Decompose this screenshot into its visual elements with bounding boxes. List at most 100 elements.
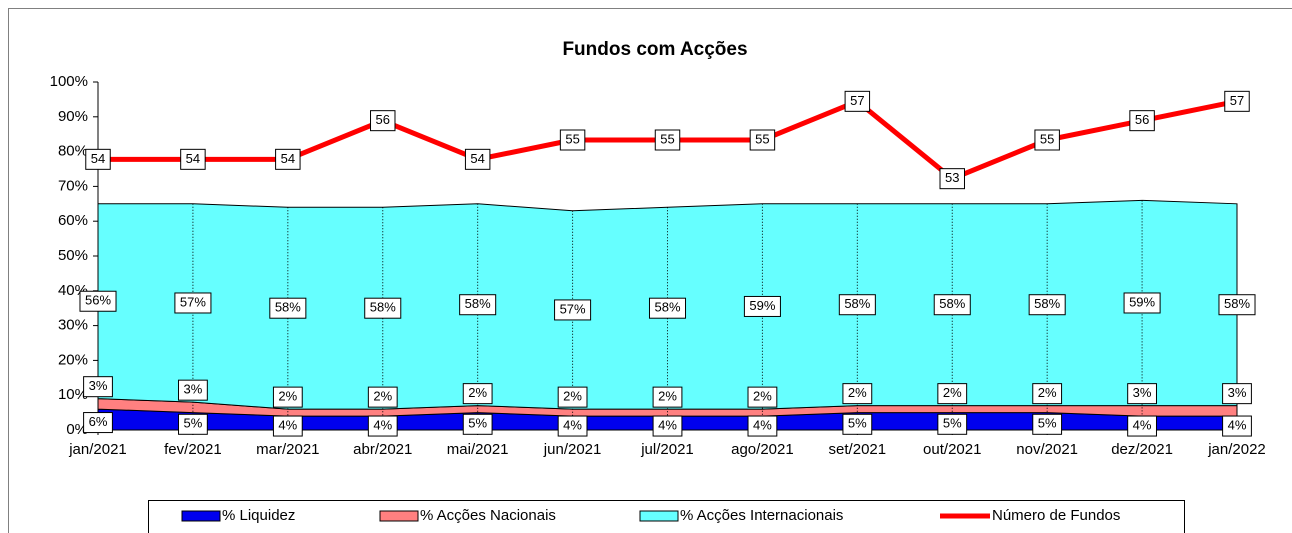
line-label: 54 (470, 151, 484, 166)
data-label: 3% (184, 382, 203, 397)
data-label: 4% (753, 417, 772, 432)
legend-label: % Acções Internacionais (680, 507, 843, 524)
data-label-box (747, 415, 778, 437)
line-label: 54 (281, 151, 295, 166)
x-tick-label: nov/2021 (1016, 441, 1078, 458)
data-label: 58% (465, 296, 491, 311)
data-label: 58% (1034, 296, 1060, 311)
data-label: 4% (563, 417, 582, 432)
line-label-box (559, 129, 586, 151)
data-label: 58% (1224, 296, 1250, 311)
data-label-box (1222, 415, 1252, 437)
x-tick-label: fev/2021 (164, 441, 222, 458)
data-label-box (557, 415, 588, 437)
data-label-box (178, 379, 208, 401)
data-label-box (272, 415, 303, 437)
x-tick-label: jan/2022 (1207, 441, 1266, 458)
y-tick-label: 90% (58, 108, 88, 125)
x-tick-label: dez/2021 (1111, 441, 1173, 458)
line-label-box (275, 148, 301, 170)
line-label-box (180, 148, 206, 170)
line-label: 55 (565, 131, 579, 146)
data-label-box (367, 415, 398, 437)
x-tick-label: mar/2021 (256, 441, 319, 458)
x-tick-label: set/2021 (829, 441, 887, 458)
data-label-box (1218, 294, 1256, 316)
data-label: 2% (1038, 385, 1057, 400)
legend-swatch (181, 510, 221, 522)
line-label: 57 (1230, 93, 1244, 108)
data-label: 2% (753, 389, 772, 404)
data-label: 3% (1133, 385, 1152, 400)
data-label-box (747, 386, 778, 408)
data-label-box (652, 415, 683, 437)
y-tick-label: 80% (58, 143, 88, 160)
data-label-box (459, 294, 497, 316)
data-label: 57% (180, 294, 206, 309)
line-label-box (749, 129, 776, 151)
data-label: 4% (1133, 417, 1152, 432)
legend-label: % Acções Nacionais (420, 507, 556, 524)
data-label: 4% (1228, 417, 1247, 432)
data-label: 2% (563, 389, 582, 404)
data-label-box (648, 297, 687, 319)
line-label-box (464, 148, 491, 170)
data-label: 4% (658, 417, 677, 432)
data-label-box (83, 412, 113, 434)
line-label: 54 (186, 151, 200, 166)
line-label-box (370, 110, 396, 132)
data-label: 2% (373, 389, 392, 404)
data-label: 5% (943, 416, 962, 431)
data-label: 2% (468, 385, 487, 400)
y-tick-label: 0% (66, 421, 88, 438)
data-label: 3% (89, 378, 108, 393)
legend-swatch (379, 510, 419, 522)
data-label: 4% (278, 417, 297, 432)
line-label: 56 (376, 112, 390, 127)
data-label: 5% (468, 416, 487, 431)
y-tick-label: 10% (58, 386, 88, 403)
x-tick-label: jul/2021 (640, 441, 694, 458)
line-label: 56 (1135, 112, 1149, 127)
data-label: 58% (654, 300, 680, 315)
y-tick-label: 30% (58, 317, 88, 334)
data-label: 57% (560, 301, 586, 316)
x-tick-label: jan/2021 (68, 441, 127, 458)
line-label: 53 (945, 170, 959, 185)
data-label: 2% (278, 389, 297, 404)
y-tick-label: 70% (58, 177, 88, 194)
data-label: 2% (943, 385, 962, 400)
line-label-box (844, 90, 871, 112)
x-tick-label: mai/2021 (447, 441, 509, 458)
data-label: 58% (939, 296, 965, 311)
data-label-box (933, 294, 971, 316)
data-label: 58% (370, 300, 396, 315)
data-label-box (554, 299, 592, 321)
x-tick-label: jun/2021 (543, 441, 602, 458)
data-label: 59% (1129, 294, 1155, 309)
data-label: 5% (1038, 416, 1057, 431)
y-tick-label: 60% (58, 212, 88, 229)
line-label-box (1129, 110, 1155, 132)
data-label-box (364, 297, 402, 319)
data-label-box (838, 294, 876, 316)
data-label: 3% (1228, 385, 1247, 400)
data-label-box (1127, 383, 1157, 405)
line-label-box (85, 148, 111, 170)
data-label-box (842, 383, 873, 405)
data-label-box (1123, 292, 1161, 314)
data-label: 5% (848, 416, 867, 431)
line-label-box (654, 129, 681, 151)
line-label: 55 (1040, 131, 1054, 146)
data-label-box (1222, 383, 1252, 405)
data-label-box (937, 383, 968, 405)
x-tick-label: ago/2021 (731, 441, 794, 458)
chart-title: Fundos com Acções (562, 39, 747, 60)
legend-swatch (639, 510, 679, 522)
x-tick-label: abr/2021 (353, 441, 412, 458)
data-label-box (937, 413, 968, 435)
data-label: 4% (373, 417, 392, 432)
y-tick-label: 100% (50, 73, 88, 90)
data-label-box (1127, 415, 1157, 437)
data-label-box (272, 386, 303, 408)
